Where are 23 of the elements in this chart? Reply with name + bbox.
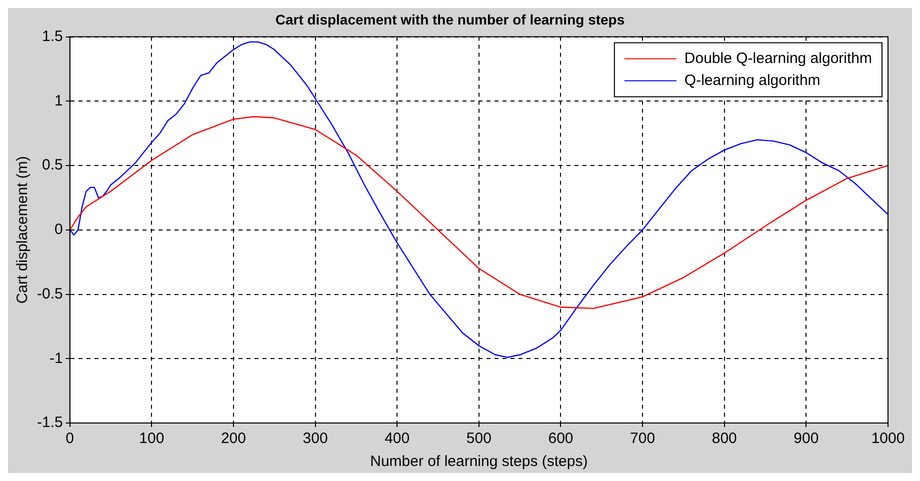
x-tick-label: 700 [630,430,656,448]
x-tick-label: 1000 [871,430,905,448]
y-tick-label: -1.5 [36,414,63,432]
x-tick-label: 900 [794,430,819,448]
chart-title: Cart displacement with the number of learning steps [275,11,625,28]
x-tick-label: 800 [712,430,737,448]
legend-label: Double Q-learning algorithm [684,50,872,67]
x-tick-label: 100 [139,430,164,448]
y-axis-title: Cart displacement (m) [14,156,32,304]
x-axis-title: Number of learning steps (steps) [370,453,588,470]
x-tick-label: 500 [466,430,492,448]
y-tick-label: -0.5 [36,285,63,302]
x-tick-label: 600 [548,430,574,448]
y-tick-label: 1 [54,92,63,110]
x-tick-label: 0 [66,430,74,448]
y-tick-label: 1.5 [42,28,63,45]
y-tick-label: 0.5 [42,156,63,174]
legend-label: Q-learning algorithm [684,72,820,89]
y-tick-label: 0 [54,221,63,238]
y-tick-label: -1 [50,350,63,367]
x-tick-label: 300 [302,430,328,448]
x-tick-label: 200 [220,430,246,448]
x-tick-label: 400 [384,430,410,448]
